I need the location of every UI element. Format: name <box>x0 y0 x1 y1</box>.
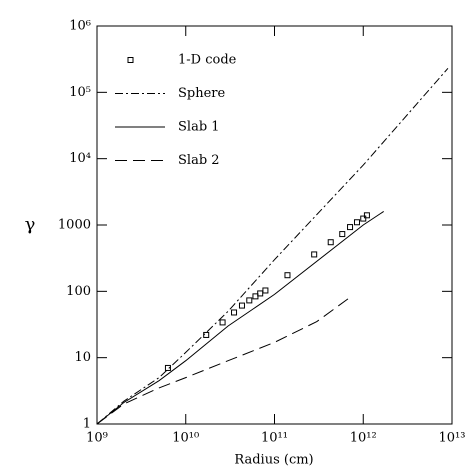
data-point <box>219 319 226 326</box>
y-tick-label: 10⁴ <box>69 151 91 166</box>
legend-label: Slab 1 <box>178 120 220 135</box>
series-line <box>96 297 350 425</box>
y-tick-label: 1 <box>83 417 91 432</box>
x-tick-label: 10¹³ <box>439 431 466 446</box>
data-point <box>360 215 367 222</box>
data-point <box>339 231 346 238</box>
legend-label: 1-D code <box>178 53 237 68</box>
x-tick-label: 10¹² <box>350 431 377 446</box>
y-tick-label: 10 <box>74 350 91 365</box>
series-line <box>96 68 449 425</box>
data-point <box>347 224 354 231</box>
y-tick-label: 10⁵ <box>69 85 91 100</box>
data-point <box>203 331 210 338</box>
y-axis-label: γ <box>25 214 36 235</box>
data-point <box>231 309 238 316</box>
y-tick-label: 100 <box>66 284 91 299</box>
data-point <box>246 297 253 304</box>
x-axis-label: Radius (cm) <box>234 453 313 468</box>
data-point <box>353 219 360 226</box>
data-point <box>327 239 334 246</box>
data-point <box>238 302 245 309</box>
data-point <box>164 364 171 371</box>
data-point <box>311 251 318 258</box>
x-tick-label: 10¹⁰ <box>172 431 199 446</box>
y-tick-label: 1000 <box>58 218 91 233</box>
series-line <box>96 211 384 425</box>
legend-label: Sphere <box>178 86 226 101</box>
data-point <box>284 272 291 279</box>
legend-marker <box>127 57 134 63</box>
plot-frame <box>96 25 453 425</box>
y-tick-label: 10⁶ <box>69 19 91 34</box>
data-point <box>262 287 269 294</box>
x-tick-label: 10¹¹ <box>261 431 288 446</box>
legend-label: Slab 2 <box>178 153 220 168</box>
x-tick-label: 10⁹ <box>86 431 108 446</box>
data-point <box>363 212 370 219</box>
